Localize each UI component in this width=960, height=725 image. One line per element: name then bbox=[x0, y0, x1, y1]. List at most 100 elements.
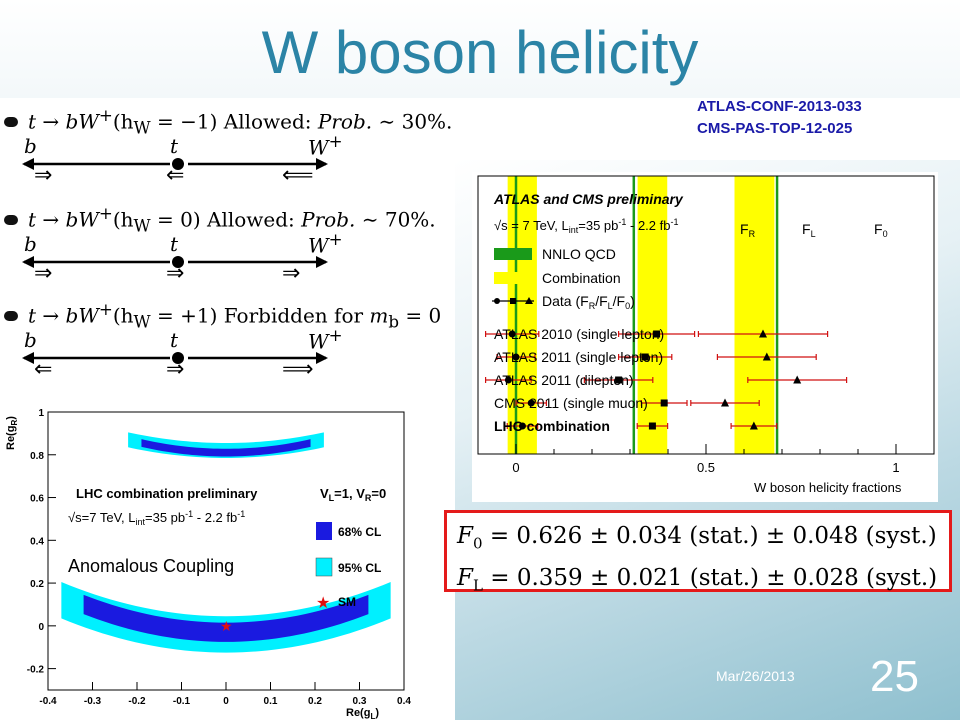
decay-prob: Prob. bbox=[317, 109, 373, 134]
reference-atlas: ATLAS-CONF-2013-033 bbox=[697, 98, 862, 115]
formula-f0: F0 = 0.626 ± 0.034 (stat.) ± 0.048 (syst… bbox=[457, 519, 939, 561]
anomalous-coupling-label: Anomalous Coupling bbox=[68, 556, 234, 576]
decay-sup: + bbox=[98, 204, 113, 223]
ac-x-tick-label: -0.2 bbox=[128, 696, 146, 707]
ac-y-tick-label: 1 bbox=[38, 408, 44, 419]
ac-x-tick-label: -0.3 bbox=[84, 696, 102, 707]
decay-text: = +1) Forbidden for bbox=[150, 303, 370, 328]
decay-sub: W bbox=[133, 118, 151, 138]
legend-sm-label: SM bbox=[338, 595, 356, 609]
helicity-fractions-chart: ATLAS and CMS preliminary √s = 7 TeV, Li… bbox=[477, 175, 935, 495]
spin-arrow-icon: ⇒ bbox=[34, 162, 53, 187]
decay-text: (h bbox=[112, 303, 134, 328]
spin-arrow-icon: ⟹ bbox=[282, 356, 314, 381]
spin-arrow-icon: ⇒ bbox=[282, 260, 301, 285]
legend-data-label: Data (FR/FL/F0) bbox=[542, 293, 635, 311]
ac-y-tick-label: -0.2 bbox=[27, 665, 45, 676]
formula-value: = 0.359 ± 0.021 (stat.) ± 0.028 (syst.) bbox=[482, 564, 938, 591]
spin-arrow-icon: ⇐ bbox=[166, 162, 185, 187]
ac-y-tick-label: 0 bbox=[38, 622, 44, 633]
fr-point-fl bbox=[615, 376, 623, 384]
legend-combination-label: Combination bbox=[542, 270, 621, 286]
fr-col-fr-text: F bbox=[740, 221, 749, 237]
fr-point-fl bbox=[648, 422, 656, 430]
fr-row-label: CMS 2011 (single muon) bbox=[494, 395, 648, 411]
decay-text: = −1) Allowed: bbox=[150, 109, 318, 134]
label-w-text: W bbox=[308, 233, 329, 258]
label-w: W+ bbox=[308, 230, 343, 258]
decay-prob: Prob. bbox=[301, 207, 356, 232]
spin-arrow-icon: ⇐ bbox=[34, 356, 53, 381]
ac-xlabel-text: Re(g bbox=[346, 707, 370, 719]
formula-fl: FL = 0.359 ± 0.021 (stat.) ± 0.028 (syst… bbox=[457, 561, 939, 603]
ac-x-tick-label: 0.3 bbox=[353, 696, 367, 707]
bullet-icon bbox=[4, 117, 18, 128]
arrow-diagram bbox=[22, 158, 328, 170]
decay-text: t → bW bbox=[28, 207, 99, 232]
reference-list: ATLAS-CONF-2013-033 CMS-PAS-TOP-12-025 bbox=[697, 96, 862, 140]
label-w-sup: + bbox=[328, 326, 343, 345]
formula-symbol: F bbox=[457, 564, 473, 591]
formula-symbol: F bbox=[457, 523, 473, 549]
fr-combination-band bbox=[637, 176, 668, 454]
fr-point-f0 bbox=[749, 421, 758, 430]
decay-sup: + bbox=[98, 106, 113, 125]
decay-text: ∼ 70%. bbox=[355, 207, 436, 232]
spin-arrow-icon: ⇒ bbox=[166, 356, 185, 381]
fr-point-fr bbox=[504, 376, 512, 384]
ac-y-tick-label: 0.8 bbox=[30, 451, 44, 462]
formula-sub: 0 bbox=[472, 534, 483, 553]
fr-col-f0: F0 bbox=[874, 221, 888, 239]
fr-point-fr bbox=[527, 399, 535, 407]
ac-label-background bbox=[62, 550, 286, 580]
slide-date: Mar/26/2013 bbox=[716, 668, 795, 684]
label-w: W+ bbox=[308, 326, 343, 354]
ac-x-tick-label: 0 bbox=[223, 696, 229, 707]
legend-95-label: 95% CL bbox=[338, 561, 381, 575]
ac-energy-label: √s=7 TeV, Lint=35 pb-1 - 2.2 fb-1 bbox=[68, 509, 245, 527]
legend-nnlo-swatch bbox=[494, 248, 532, 260]
anomalous-coupling-panel: ★ -0.4 -0.3 -0.2 -0.1 0 0.1 0.2 0.3 0.4 -0.2 0 0.2 0… bbox=[0, 400, 420, 721]
decay-text: ∼ 30%. bbox=[372, 109, 453, 134]
ac-x-tick-label: 0.1 bbox=[264, 696, 278, 707]
fr-combination-band bbox=[734, 176, 775, 454]
legend-data-text: Data (F bbox=[542, 293, 589, 309]
legend-95-swatch bbox=[315, 557, 333, 577]
fr-point-fl bbox=[660, 399, 668, 407]
ac-couplings: VL=1, VR=0 bbox=[320, 486, 386, 503]
legend-68-label: 68% CL bbox=[338, 525, 381, 539]
fr-row-label: LHC combination bbox=[494, 418, 610, 434]
spin-arrow-icon: ⇒ bbox=[34, 260, 53, 285]
sm-point-star-icon: ★ bbox=[220, 618, 233, 634]
decay-diagram-1: b t W+ ⇒ ⇐ ⟸ bbox=[20, 132, 343, 190]
label-w-text: W bbox=[308, 135, 329, 160]
arrow-diagram bbox=[22, 256, 328, 268]
fr-x-tick-label: 1 bbox=[892, 460, 899, 475]
decay-line-hw-plus1: t → bW+(hW = +1) Forbidden for mb = 0 bbox=[0, 300, 441, 332]
fr-subtitle: √s = 7 TeV, Lint=35 pb-1 - 2.2 fb-1 bbox=[494, 217, 678, 235]
decay-sub: W bbox=[133, 312, 151, 332]
decay-sup: + bbox=[98, 300, 113, 319]
legend-data-marker bbox=[492, 297, 534, 304]
fr-point-fr bbox=[518, 422, 526, 430]
ac-y-tick-label: 0.4 bbox=[30, 536, 44, 547]
sm-star-icon: ★ bbox=[316, 595, 330, 612]
fr-point-f0 bbox=[759, 329, 767, 338]
decay-diagram-3: b t W+ ⇐ ⇒ ⟹ bbox=[20, 326, 343, 384]
fr-point-fl bbox=[641, 353, 649, 361]
legend-68-swatch bbox=[316, 522, 332, 540]
legend-nnlo-label: NNLO QCD bbox=[542, 246, 616, 262]
helicity-result-box: F0 = 0.626 ± 0.034 (stat.) ± 0.048 (syst… bbox=[444, 510, 952, 594]
fr-row-label: ATLAS 2011 (single lepton) bbox=[494, 349, 663, 365]
fr-x-tick-label: 0.5 bbox=[697, 460, 715, 475]
arrow-diagram bbox=[22, 352, 328, 364]
label-t: t bbox=[170, 232, 179, 256]
ac-ylabel: Re(gR) bbox=[5, 416, 19, 450]
fr-row-label: ATLAS 2010 (single lepton) bbox=[494, 326, 664, 342]
ac-contour-lower-68 bbox=[83, 594, 369, 642]
ac-x-tick-label: -0.4 bbox=[39, 696, 57, 707]
slide-title: W boson helicity bbox=[261, 19, 699, 86]
label-b: b bbox=[24, 328, 37, 352]
decay-text: t → bW bbox=[28, 303, 99, 328]
decay-text: = 0 bbox=[399, 303, 442, 328]
